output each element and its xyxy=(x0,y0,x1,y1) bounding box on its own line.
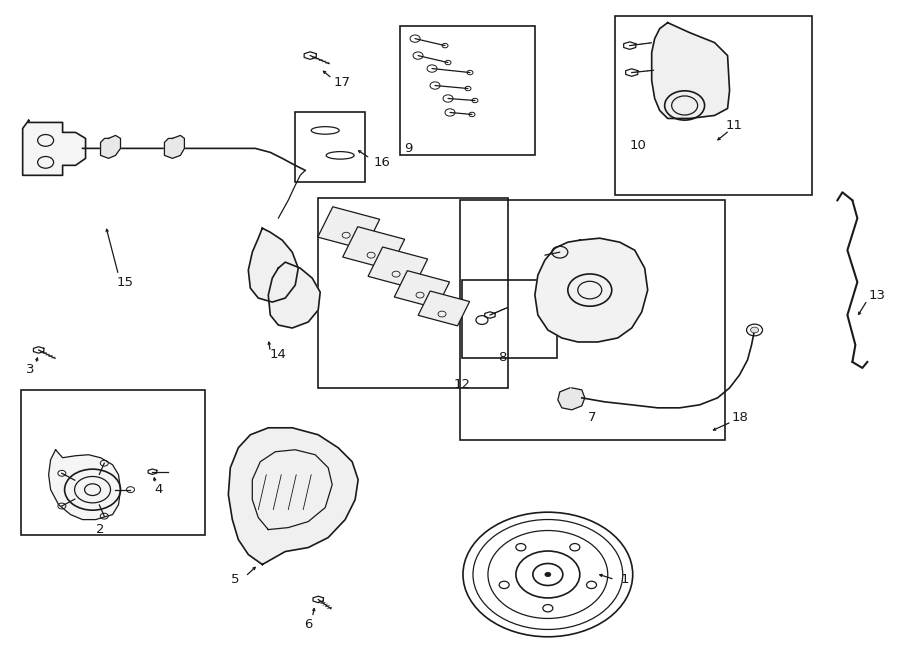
Text: 10: 10 xyxy=(629,139,646,152)
Polygon shape xyxy=(22,120,86,175)
Polygon shape xyxy=(268,262,320,328)
FancyBboxPatch shape xyxy=(394,270,450,308)
Bar xyxy=(295,112,365,182)
Circle shape xyxy=(751,327,759,333)
Polygon shape xyxy=(535,238,648,342)
Text: 16: 16 xyxy=(374,156,391,169)
Text: 13: 13 xyxy=(868,289,886,301)
Text: 8: 8 xyxy=(498,352,506,364)
Text: 5: 5 xyxy=(231,573,239,586)
Bar xyxy=(462,280,557,358)
Polygon shape xyxy=(165,136,184,159)
Bar xyxy=(400,26,535,155)
Circle shape xyxy=(544,572,551,576)
Text: 7: 7 xyxy=(588,411,596,424)
Text: 6: 6 xyxy=(304,618,312,631)
Polygon shape xyxy=(248,228,298,302)
Text: 4: 4 xyxy=(154,483,163,496)
Bar xyxy=(21,390,205,535)
Bar xyxy=(615,16,813,195)
Polygon shape xyxy=(101,136,121,159)
Text: 3: 3 xyxy=(26,364,35,376)
Text: 15: 15 xyxy=(117,276,134,289)
Text: 2: 2 xyxy=(96,523,104,536)
FancyBboxPatch shape xyxy=(343,227,405,270)
Bar xyxy=(460,200,724,440)
FancyBboxPatch shape xyxy=(368,247,428,288)
Text: 14: 14 xyxy=(270,348,287,362)
Polygon shape xyxy=(229,428,358,564)
Polygon shape xyxy=(652,22,730,118)
Polygon shape xyxy=(558,388,585,410)
FancyBboxPatch shape xyxy=(318,207,380,250)
Text: 18: 18 xyxy=(731,411,748,424)
Text: 12: 12 xyxy=(454,378,471,391)
Text: 9: 9 xyxy=(404,142,412,155)
Polygon shape xyxy=(49,449,121,520)
Text: 11: 11 xyxy=(726,119,743,132)
Text: 1: 1 xyxy=(620,573,629,586)
Text: 17: 17 xyxy=(334,76,351,89)
Bar xyxy=(319,198,508,388)
FancyBboxPatch shape xyxy=(418,291,470,326)
